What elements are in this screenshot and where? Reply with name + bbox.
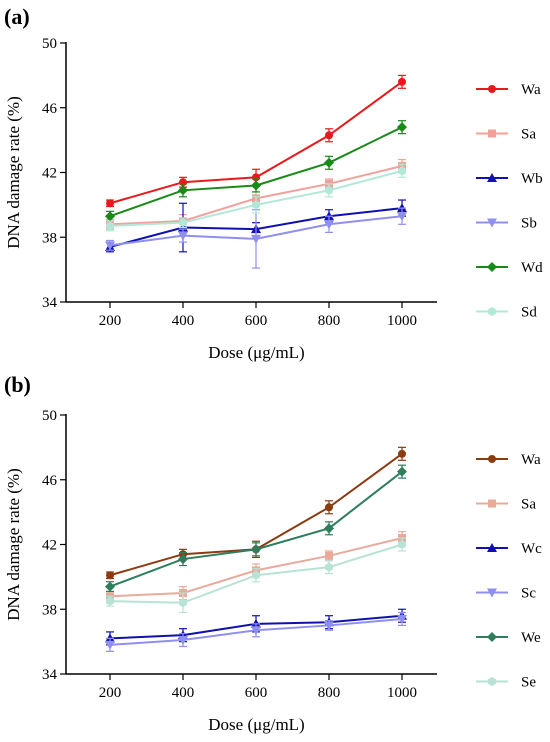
y-tick-label: 34 [42, 295, 58, 311]
y-axis-title: DNA damage rate (%) [4, 96, 23, 248]
data-point [178, 554, 188, 565]
legend-label: Sc [521, 586, 536, 602]
legend-marker [488, 85, 496, 93]
data-point [397, 614, 407, 624]
legend-label: Se [521, 675, 536, 691]
legend-label: Sa [521, 127, 536, 143]
legend-label: Wb [521, 171, 543, 187]
panel-label: (b) [4, 372, 31, 397]
data-point [105, 211, 115, 222]
data-point [398, 166, 406, 176]
data-point [397, 212, 407, 222]
legend-label: Sd [521, 305, 537, 321]
x-axis-title: Dose (μg/mL) [208, 343, 304, 362]
y-tick-label: 38 [42, 230, 57, 246]
y-tick-label: 46 [42, 101, 58, 117]
legend-marker [487, 632, 497, 642]
y-tick-label: 38 [42, 602, 57, 618]
data-point [105, 640, 115, 650]
data-point [178, 185, 188, 196]
series-Sc [105, 611, 407, 652]
data-point [325, 562, 333, 572]
data-point [324, 523, 334, 534]
y-tick-label: 42 [42, 538, 57, 554]
x-tick-label: 600 [245, 313, 268, 329]
legend-marker [488, 455, 496, 463]
y-tick-label: 50 [42, 408, 57, 424]
legend-marker [487, 173, 497, 182]
x-tick-label: 1000 [387, 685, 417, 701]
data-point [324, 621, 334, 631]
y-tick-label: 46 [42, 473, 58, 489]
data-point [251, 626, 261, 636]
data-point [251, 544, 261, 555]
data-point [178, 636, 188, 646]
data-point [325, 185, 333, 195]
data-point [252, 570, 260, 580]
data-point [251, 180, 261, 191]
data-point [106, 199, 114, 208]
data-point [178, 231, 188, 241]
legend-marker [487, 218, 497, 228]
legend-marker [488, 129, 496, 138]
y-tick-label: 50 [42, 36, 57, 52]
series-Se [106, 537, 406, 614]
data-point [105, 241, 115, 251]
x-axis-title: Dose (μg/mL) [208, 715, 304, 734]
data-point [179, 218, 187, 228]
legend-label: Wa [521, 452, 541, 468]
data-point [106, 596, 114, 606]
panel-b: (b) 34 38 42 46 50 200 400 600 800 1000 Dose (μg/mL… [4, 372, 542, 734]
data-point [325, 503, 333, 512]
legend-label: We [521, 630, 541, 646]
legend-marker [487, 262, 497, 272]
legend-marker [488, 677, 496, 686]
legend-label: Sa [521, 497, 536, 513]
data-point [252, 200, 260, 210]
x-tick-label: 200 [99, 685, 122, 701]
data-point [398, 77, 406, 86]
data-point [324, 220, 334, 230]
legend-label: Wd [521, 260, 543, 276]
legend-marker [488, 307, 496, 316]
series-Wa [106, 446, 406, 580]
y-tick-label: 34 [42, 667, 58, 683]
y-tick-label: 42 [42, 166, 57, 182]
data-point [106, 571, 114, 580]
series-Sd [106, 163, 406, 232]
x-tick-label: 400 [172, 685, 195, 701]
x-tick-label: 800 [318, 313, 341, 329]
legend-label: Wa [521, 82, 541, 98]
legend-marker [487, 588, 497, 598]
legend-marker [488, 499, 496, 508]
legend-label: Wc [521, 541, 542, 557]
x-tick-label: 800 [318, 685, 341, 701]
legend-marker [487, 543, 497, 552]
panel-label: (a) [4, 4, 30, 29]
data-point [324, 157, 334, 168]
panel-a: (a) 34 38 42 46 50 200 400 600 800 1000 Dose (μg/mL… [4, 4, 543, 362]
data-point [397, 122, 407, 133]
data-point [106, 221, 114, 231]
data-point [397, 466, 407, 477]
data-point [398, 449, 406, 458]
data-point [325, 551, 333, 560]
data-point [179, 598, 187, 608]
x-tick-label: 600 [245, 685, 268, 701]
y-axis-title: DNA damage rate (%) [4, 468, 23, 620]
legend-label: Sb [521, 216, 537, 232]
x-tick-label: 200 [99, 313, 122, 329]
data-point [105, 581, 115, 592]
series-Wd [105, 120, 407, 222]
data-point [251, 234, 261, 244]
x-tick-label: 1000 [387, 313, 417, 329]
data-point [398, 540, 406, 549]
data-point [325, 131, 333, 140]
series-We [105, 464, 407, 593]
series-Sb [105, 207, 407, 269]
x-tick-label: 400 [172, 313, 195, 329]
